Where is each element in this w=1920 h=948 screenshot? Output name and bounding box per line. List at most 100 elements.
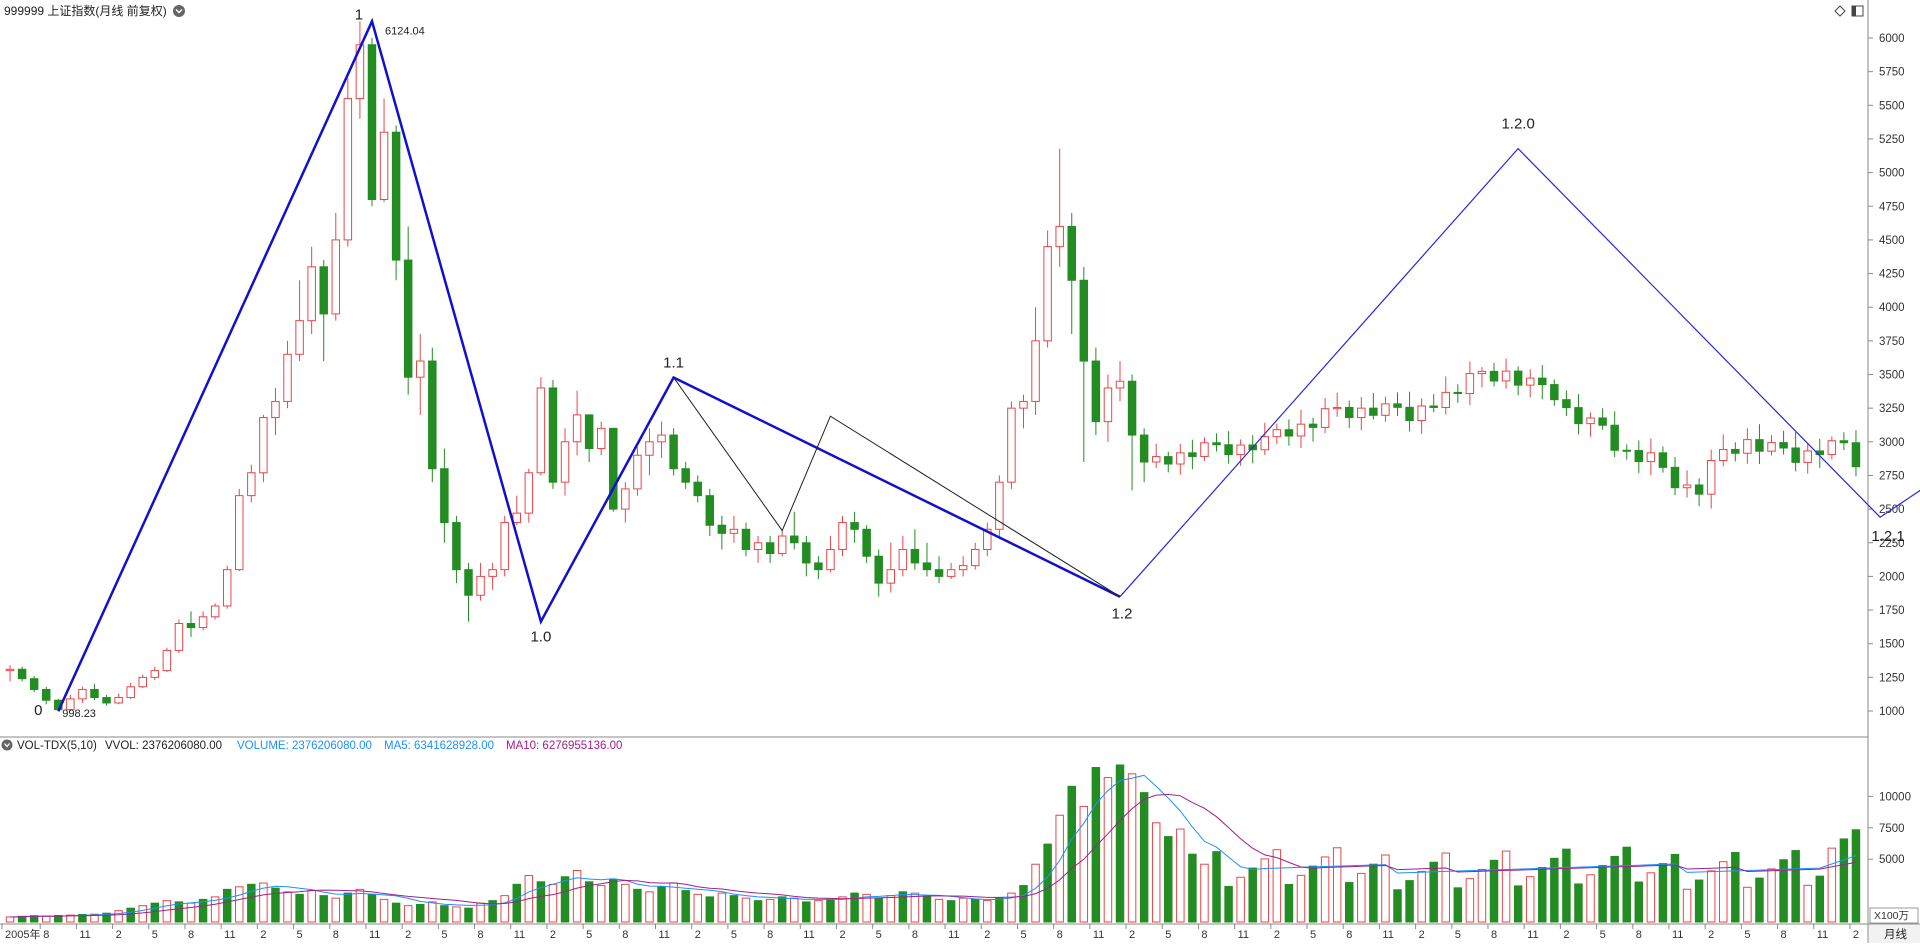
volume-bar	[367, 893, 377, 923]
wave-label: 1.1	[663, 354, 684, 371]
candle	[1851, 430, 1861, 477]
volume-bar	[343, 892, 353, 923]
volume-bar	[1634, 881, 1644, 923]
candle	[995, 475, 1004, 537]
wave-line	[1119, 147, 1920, 598]
volume-bar	[838, 896, 847, 923]
candle	[319, 260, 328, 362]
volume-bar	[1646, 872, 1656, 923]
volume-bar	[1272, 849, 1282, 923]
volume-bar	[186, 902, 196, 923]
candlestick-series	[5, 21, 1861, 712]
candle	[609, 427, 618, 512]
candle	[1212, 433, 1221, 452]
volume-bar	[1501, 850, 1511, 923]
candle	[850, 511, 859, 543]
volume-bar	[102, 912, 111, 923]
candle	[1151, 443, 1161, 469]
time-tick-label: 2	[1129, 929, 1135, 941]
volume-header: VOL-TDX(5,10) VVOL: 2376206080.00 VOLUME…	[1, 739, 622, 752]
volume-bar	[114, 910, 123, 923]
candle	[1550, 379, 1559, 406]
price-tick-label: 4000	[1879, 302, 1905, 314]
candle	[596, 421, 606, 456]
volume-bar	[1308, 865, 1318, 923]
candle	[946, 562, 956, 580]
candle	[1767, 435, 1776, 456]
chevron-down-icon[interactable]	[173, 5, 185, 17]
time-tick-label: 2	[695, 929, 701, 941]
candle	[669, 428, 678, 476]
price-tick-label: 5750	[1879, 67, 1905, 79]
candle	[1357, 397, 1366, 431]
volume-bar	[247, 883, 256, 923]
time-tick-label: 8	[188, 929, 194, 941]
candle	[138, 674, 147, 689]
candle	[259, 414, 268, 483]
volume-bar	[1586, 874, 1595, 923]
time-tick-label: 5	[1455, 929, 1461, 941]
volume-bar	[1839, 838, 1849, 923]
candle	[1827, 436, 1837, 460]
volume-bar	[1345, 882, 1354, 923]
time-tick-label: 8	[767, 929, 773, 941]
volume-bar	[319, 895, 328, 923]
candle	[1489, 362, 1499, 387]
volume-bar	[331, 897, 341, 923]
volume-bar	[1127, 773, 1137, 923]
candle	[440, 448, 449, 543]
panel-toggle-icon[interactable]	[1851, 5, 1864, 17]
volume-bar	[1188, 853, 1197, 923]
volume-bar	[584, 881, 594, 923]
time-tick-label: 8	[622, 929, 628, 941]
volume-bar	[307, 890, 316, 923]
price-tick-label: 4750	[1879, 201, 1905, 213]
vvol-label: VVOL: 2376206080.00	[105, 740, 222, 752]
volume-bar	[970, 898, 980, 923]
volume-bar	[440, 905, 449, 923]
price-tick-label: 3500	[1879, 370, 1905, 382]
volume-bar	[657, 886, 666, 923]
period-tab[interactable]: 月线	[1884, 927, 1907, 941]
candle	[934, 556, 944, 584]
candle	[452, 515, 461, 584]
volume-bar	[886, 895, 896, 923]
volume-axis: 5000 7500 10000 X100万	[1868, 791, 1919, 924]
candle	[1284, 419, 1294, 446]
time-tick-label: 8	[333, 929, 339, 941]
time-tick-label: 8	[1781, 929, 1787, 941]
candle	[1538, 365, 1547, 400]
candle	[1019, 394, 1028, 429]
chevron-down-icon[interactable]	[1, 739, 13, 751]
volume-bar	[596, 885, 606, 923]
volume-bar	[802, 901, 811, 923]
candle	[1682, 470, 1692, 498]
volume-bar	[705, 896, 715, 923]
volume-bar	[1562, 848, 1571, 923]
volume-bar	[777, 896, 787, 923]
candle	[41, 686, 51, 705]
candle	[1139, 428, 1149, 483]
volume-bar	[1441, 852, 1450, 923]
candle	[1345, 400, 1354, 428]
candle	[1272, 423, 1282, 445]
price-tick-label: 6000	[1879, 33, 1905, 45]
ma10-label: MA10: 6276955136.00	[506, 740, 622, 752]
time-tick-label: 8	[1491, 929, 1497, 941]
volume-bar	[1019, 885, 1028, 923]
volume-bar	[633, 888, 642, 923]
volume-bar	[416, 903, 425, 923]
volume-bar	[1164, 836, 1173, 923]
volume-bar	[1779, 859, 1788, 923]
candle	[186, 611, 196, 637]
candle	[1393, 392, 1402, 417]
candle	[403, 226, 413, 395]
candle	[621, 482, 630, 523]
candle	[886, 542, 896, 593]
candle	[645, 428, 654, 476]
volume-bar	[1405, 880, 1414, 923]
diamond-icon[interactable]	[1834, 5, 1846, 17]
period-tab-bg[interactable]	[1869, 925, 1920, 943]
